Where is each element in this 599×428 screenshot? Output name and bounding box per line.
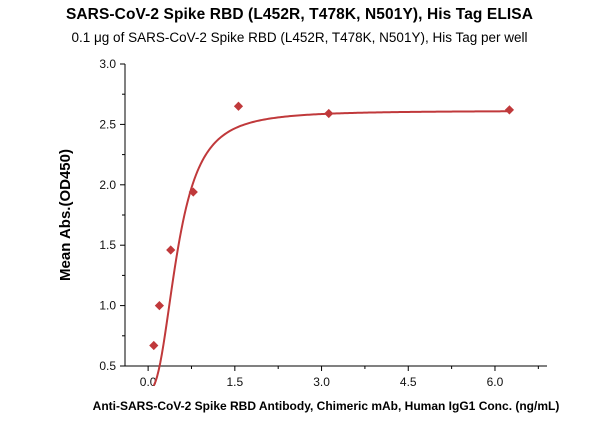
y-tick-label: 0.5: [99, 359, 116, 373]
data-point: [504, 105, 515, 115]
data-point: [149, 340, 159, 351]
x-tick-label: 3.0: [313, 375, 330, 389]
y-ticks: 0.5 1.0 1.5 2.0 2.5 3.0: [99, 57, 125, 373]
y-tick-label: 3.0: [99, 57, 116, 71]
data-points: [149, 101, 515, 351]
data-point: [154, 301, 164, 311]
y-tick-label: 1.0: [99, 299, 116, 313]
x-tick-label: 1.5: [226, 375, 243, 389]
x-tick-label: 0.0: [140, 375, 157, 389]
x-tick-label: 4.5: [400, 375, 417, 389]
y-tick-label: 2.5: [99, 117, 116, 131]
chart-title: SARS-CoV-2 Spike RBD (L452R, T478K, N501…: [65, 6, 534, 23]
x-ticks: 0.0 1.5 3.0 4.5 6.0: [140, 366, 539, 389]
fit-curve: [152, 110, 510, 387]
x-tick-label: 6.0: [487, 375, 504, 389]
data-point: [166, 245, 176, 255]
axes: [124, 64, 547, 367]
data-point: [188, 187, 198, 197]
data-point: [233, 101, 244, 111]
x-axis-label: Anti-SARS-CoV-2 Spike RBD Antibody, Chim…: [93, 399, 560, 413]
y-tick-label: 1.5: [99, 238, 116, 252]
y-axis-label: Mean Abs.(OD450): [57, 149, 74, 281]
y-tick-label: 2.0: [99, 178, 116, 192]
chart-subtitle: 0.1 μg of SARS-CoV-2 Spike RBD (L452R, T…: [71, 30, 528, 45]
data-point: [324, 108, 334, 119]
